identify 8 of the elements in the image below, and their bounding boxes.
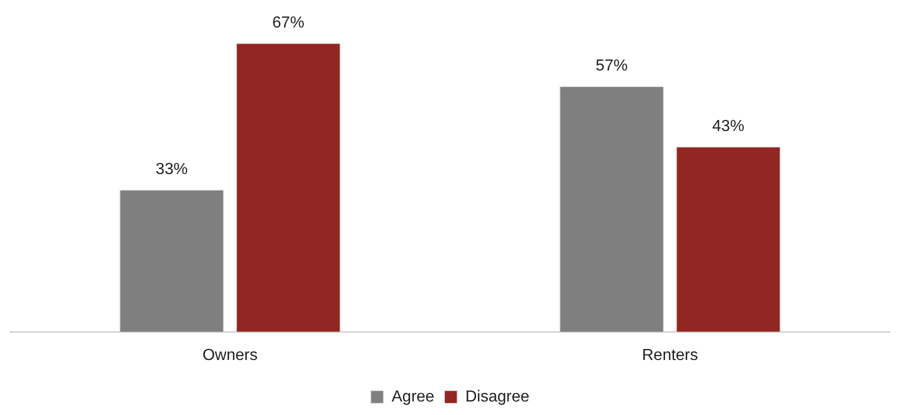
data-label: 33% — [156, 160, 188, 178]
x-tick-label: Renters — [642, 346, 698, 364]
legend-label: Agree — [392, 388, 434, 406]
x-tick-label: Owners — [202, 346, 258, 364]
data-label: 57% — [596, 57, 628, 74]
data-label: 43% — [712, 118, 744, 135]
data-label: 67% — [272, 14, 304, 32]
legend-label: Disagree — [465, 388, 530, 406]
